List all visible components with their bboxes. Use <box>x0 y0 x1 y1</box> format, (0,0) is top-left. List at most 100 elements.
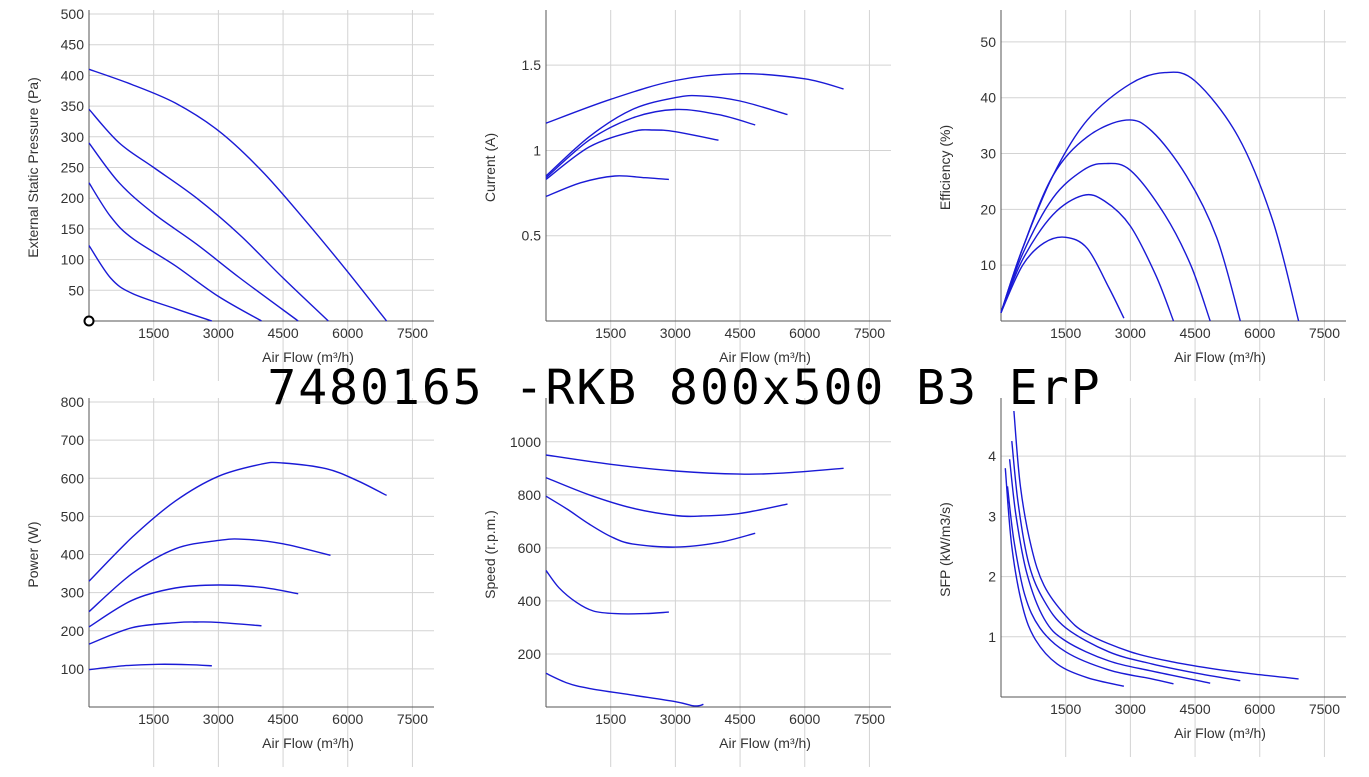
series-curve-5 <box>88 663 212 671</box>
y-tick-label: 30 <box>980 146 996 162</box>
series-curve-4 <box>1006 486 1174 685</box>
y-axis-label: Speed (r.p.m.) <box>482 510 498 599</box>
y-tick-label: 1.5 <box>522 57 542 73</box>
y-tick-label: 250 <box>61 160 85 176</box>
series-curve-2 <box>1011 441 1241 682</box>
series-curve-3 <box>545 108 756 179</box>
x-tick-label: 7500 <box>397 711 428 727</box>
series-curve-2 <box>545 476 788 518</box>
y-tick-label: 1 <box>533 142 541 158</box>
series-curve-1 <box>1013 410 1299 680</box>
y-tick-label: 1 <box>988 629 996 645</box>
series-curve-1 <box>1000 71 1300 322</box>
y-tick-label: 40 <box>980 90 996 106</box>
y-tick-label: 300 <box>61 585 85 601</box>
y-tick-label: 400 <box>61 67 85 83</box>
y-tick-label: 1000 <box>510 434 541 450</box>
series-curve-2 <box>545 94 788 177</box>
series-curve-4 <box>88 621 262 645</box>
x-tick-label: 6000 <box>1244 325 1275 341</box>
series-curve-4 <box>545 569 669 615</box>
y-tick-label: 200 <box>61 190 85 206</box>
series-curve-1 <box>545 72 844 124</box>
series-curve-4 <box>1000 193 1175 322</box>
series-curve-5 <box>88 245 213 322</box>
series-curve-5 <box>545 672 704 707</box>
page-title: 7480165 -RKB 800x500 B3 ErP <box>267 360 1102 416</box>
x-tick-label: 4500 <box>267 325 298 341</box>
y-axis-label: Efficiency (%) <box>937 125 953 210</box>
x-tick-label: 4500 <box>724 325 755 341</box>
series-curve-2 <box>88 538 331 613</box>
x-tick-label: 6000 <box>789 325 820 341</box>
x-tick-label: 6000 <box>332 711 363 727</box>
x-tick-label: 1500 <box>595 325 626 341</box>
y-tick-label: 400 <box>518 593 542 609</box>
y-axis-label: SFP (kW/m3/s) <box>937 502 953 597</box>
x-tick-label: 3000 <box>660 325 691 341</box>
y-axis-label: Current (A) <box>482 133 498 202</box>
x-tick-label: 4500 <box>1179 325 1210 341</box>
x-axis-label: Air Flow (m³/h) <box>719 735 811 751</box>
series-curve-2 <box>88 108 329 322</box>
y-tick-label: 20 <box>980 201 996 217</box>
chart-pressure: 1500 3000 4500 6000 7500 50 100 150 200 250 300 350… <box>25 6 434 381</box>
y-tick-label: 50 <box>68 282 84 298</box>
y-tick-label: 200 <box>518 646 542 662</box>
y-tick-label: 100 <box>61 252 85 268</box>
x-tick-label: 3000 <box>203 711 234 727</box>
x-tick-label: 1500 <box>1050 325 1081 341</box>
x-tick-label: 7500 <box>1309 701 1340 717</box>
x-tick-label: 1500 <box>1050 701 1081 717</box>
series-curve-3 <box>88 142 299 322</box>
series-curve-1 <box>545 454 844 475</box>
x-tick-label: 3000 <box>1115 325 1146 341</box>
series-curve-3 <box>88 584 299 628</box>
y-tick-label: 2 <box>988 569 996 585</box>
x-axis-label: Air Flow (m³/h) <box>719 349 811 365</box>
y-tick-label: 350 <box>61 98 85 114</box>
x-tick-label: 6000 <box>789 711 820 727</box>
series-curve-3 <box>545 495 756 548</box>
x-tick-label: 6000 <box>332 325 363 341</box>
series-curve-3 <box>1000 162 1211 322</box>
x-tick-label: 6000 <box>1244 701 1275 717</box>
series-curve-5 <box>545 175 669 198</box>
y-tick-label: 600 <box>518 540 542 556</box>
x-axis-label: Air Flow (m³/h) <box>262 735 354 751</box>
series-curve-2 <box>1000 119 1241 322</box>
y-tick-label: 500 <box>61 508 85 524</box>
x-tick-label: 3000 <box>660 711 691 727</box>
y-tick-label: 4 <box>988 448 996 464</box>
y-tick-label: 50 <box>980 34 996 50</box>
y-axis-label: Power (W) <box>25 521 41 587</box>
x-tick-label: 7500 <box>1309 325 1340 341</box>
y-tick-label: 10 <box>980 257 996 273</box>
y-tick-label: 450 <box>61 37 85 53</box>
operating-point-marker[interactable] <box>83 315 95 327</box>
y-axis-label: External Static Pressure (Pa) <box>25 77 41 258</box>
x-tick-label: 4500 <box>1179 701 1210 717</box>
series-curve-1 <box>88 68 388 322</box>
x-tick-label: 3000 <box>1115 701 1146 717</box>
series-curve-5 <box>1004 468 1125 687</box>
x-tick-label: 4500 <box>724 711 755 727</box>
series-curve-3 <box>1008 459 1211 684</box>
chart-current: 1500 3000 4500 6000 7500 0.5 1 1.5 Air Flow (m³/… <box>482 10 891 381</box>
x-axis-label: Air Flow (m³/h) <box>262 349 354 365</box>
y-tick-label: 0.5 <box>522 228 542 244</box>
x-tick-label: 7500 <box>397 325 428 341</box>
series-curve-1 <box>88 461 387 582</box>
y-tick-label: 100 <box>61 661 85 677</box>
x-tick-label: 7500 <box>854 711 885 727</box>
x-tick-label: 7500 <box>854 325 885 341</box>
y-tick-label: 400 <box>61 547 85 563</box>
y-tick-label: 500 <box>61 6 85 22</box>
y-tick-label: 800 <box>518 487 542 503</box>
chart-power: 1500 3000 4500 6000 7500 100 200 300 400 500 600 70… <box>25 394 434 767</box>
y-tick-label: 3 <box>988 508 996 524</box>
y-tick-label: 800 <box>61 394 85 410</box>
y-tick-label: 150 <box>61 221 85 237</box>
y-tick-label: 600 <box>61 470 85 486</box>
